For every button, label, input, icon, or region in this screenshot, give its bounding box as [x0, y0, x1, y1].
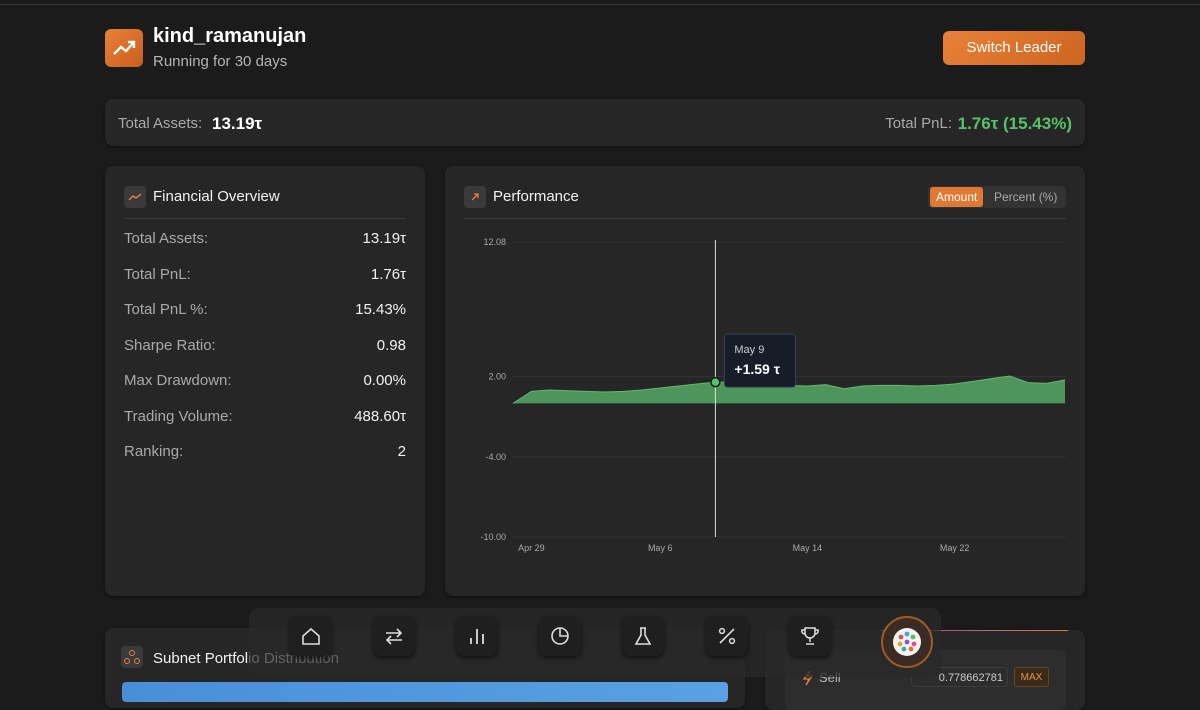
switch-leader-button[interactable]: Switch Leader [943, 31, 1085, 65]
performance-title: Performance [493, 188, 579, 205]
nav-trophy[interactable] [789, 616, 831, 656]
pnl-label: Total PnL: [885, 115, 952, 132]
assets-value: 13.19τ [212, 114, 263, 133]
distribution-bar [122, 682, 728, 702]
nav-stats[interactable] [456, 616, 498, 656]
row-label: Max Drawdown: [124, 372, 232, 389]
nav-lab[interactable] [622, 616, 664, 656]
toggle-amount[interactable]: Amount [930, 187, 984, 207]
row-value: 15.43% [355, 301, 406, 318]
nav-home[interactable] [290, 616, 332, 656]
row-label: Total Assets: [124, 230, 209, 247]
toggle-group: Amount Percent (%) [928, 186, 1066, 208]
accent-line [880, 630, 1068, 631]
toggle-percent[interactable]: Percent (%) [994, 190, 1058, 204]
pnl-value: 1.76τ (15.43%) [957, 114, 1072, 133]
performance-card: Performance Amount Percent (%) [445, 166, 1085, 596]
portfolio-icon [121, 646, 143, 668]
row-value: 13.19τ [362, 230, 406, 247]
leader-logo [105, 29, 143, 67]
nav-swap[interactable] [373, 616, 415, 656]
top-border [0, 4, 1200, 5]
leader-subtitle: Running for 30 days [153, 53, 288, 70]
divider [464, 218, 1066, 219]
max-label: MAX [1020, 672, 1043, 683]
logo-icon [113, 40, 136, 55]
row-label: Total PnL %: [124, 301, 208, 318]
button-label: Switch Leader [966, 39, 1062, 56]
leader-name: kind_ramanujan [153, 25, 307, 47]
nav-percent[interactable] [706, 616, 748, 656]
performance-icon [464, 186, 486, 208]
bottom-nav [249, 608, 941, 677]
row-label: Total PnL: [124, 265, 191, 283]
row-label: Ranking: [124, 443, 184, 460]
divider [124, 218, 406, 219]
row-value: 0.98 [376, 336, 406, 354]
row-value: 1.76τ [370, 265, 406, 283]
nav-portfolio[interactable] [539, 616, 581, 656]
row-value: 488.60τ [354, 407, 406, 425]
overview-title: Financial Overview [153, 188, 280, 205]
amount-value: 0.778662781 [938, 672, 1003, 684]
row-value: 2 [397, 443, 406, 460]
max-button[interactable]: MAX [1014, 667, 1049, 687]
amount-field[interactable]: 0.778662781 [911, 667, 1008, 687]
summary-bar: Total Assets: 13.19τ Total PnL: 1.76τ (1… [105, 99, 1085, 146]
user-avatar[interactable] [880, 616, 934, 670]
row-value: 0.00% [363, 372, 406, 389]
row-label: Trading Volume: [124, 407, 233, 425]
assets-label: Total Assets: [118, 115, 203, 132]
financial-overview-card: Financial Overview Total Assets: 13.19τ To… [105, 166, 425, 596]
row-label: Sharpe Ratio: [124, 336, 216, 354]
overview-icon [124, 186, 146, 208]
